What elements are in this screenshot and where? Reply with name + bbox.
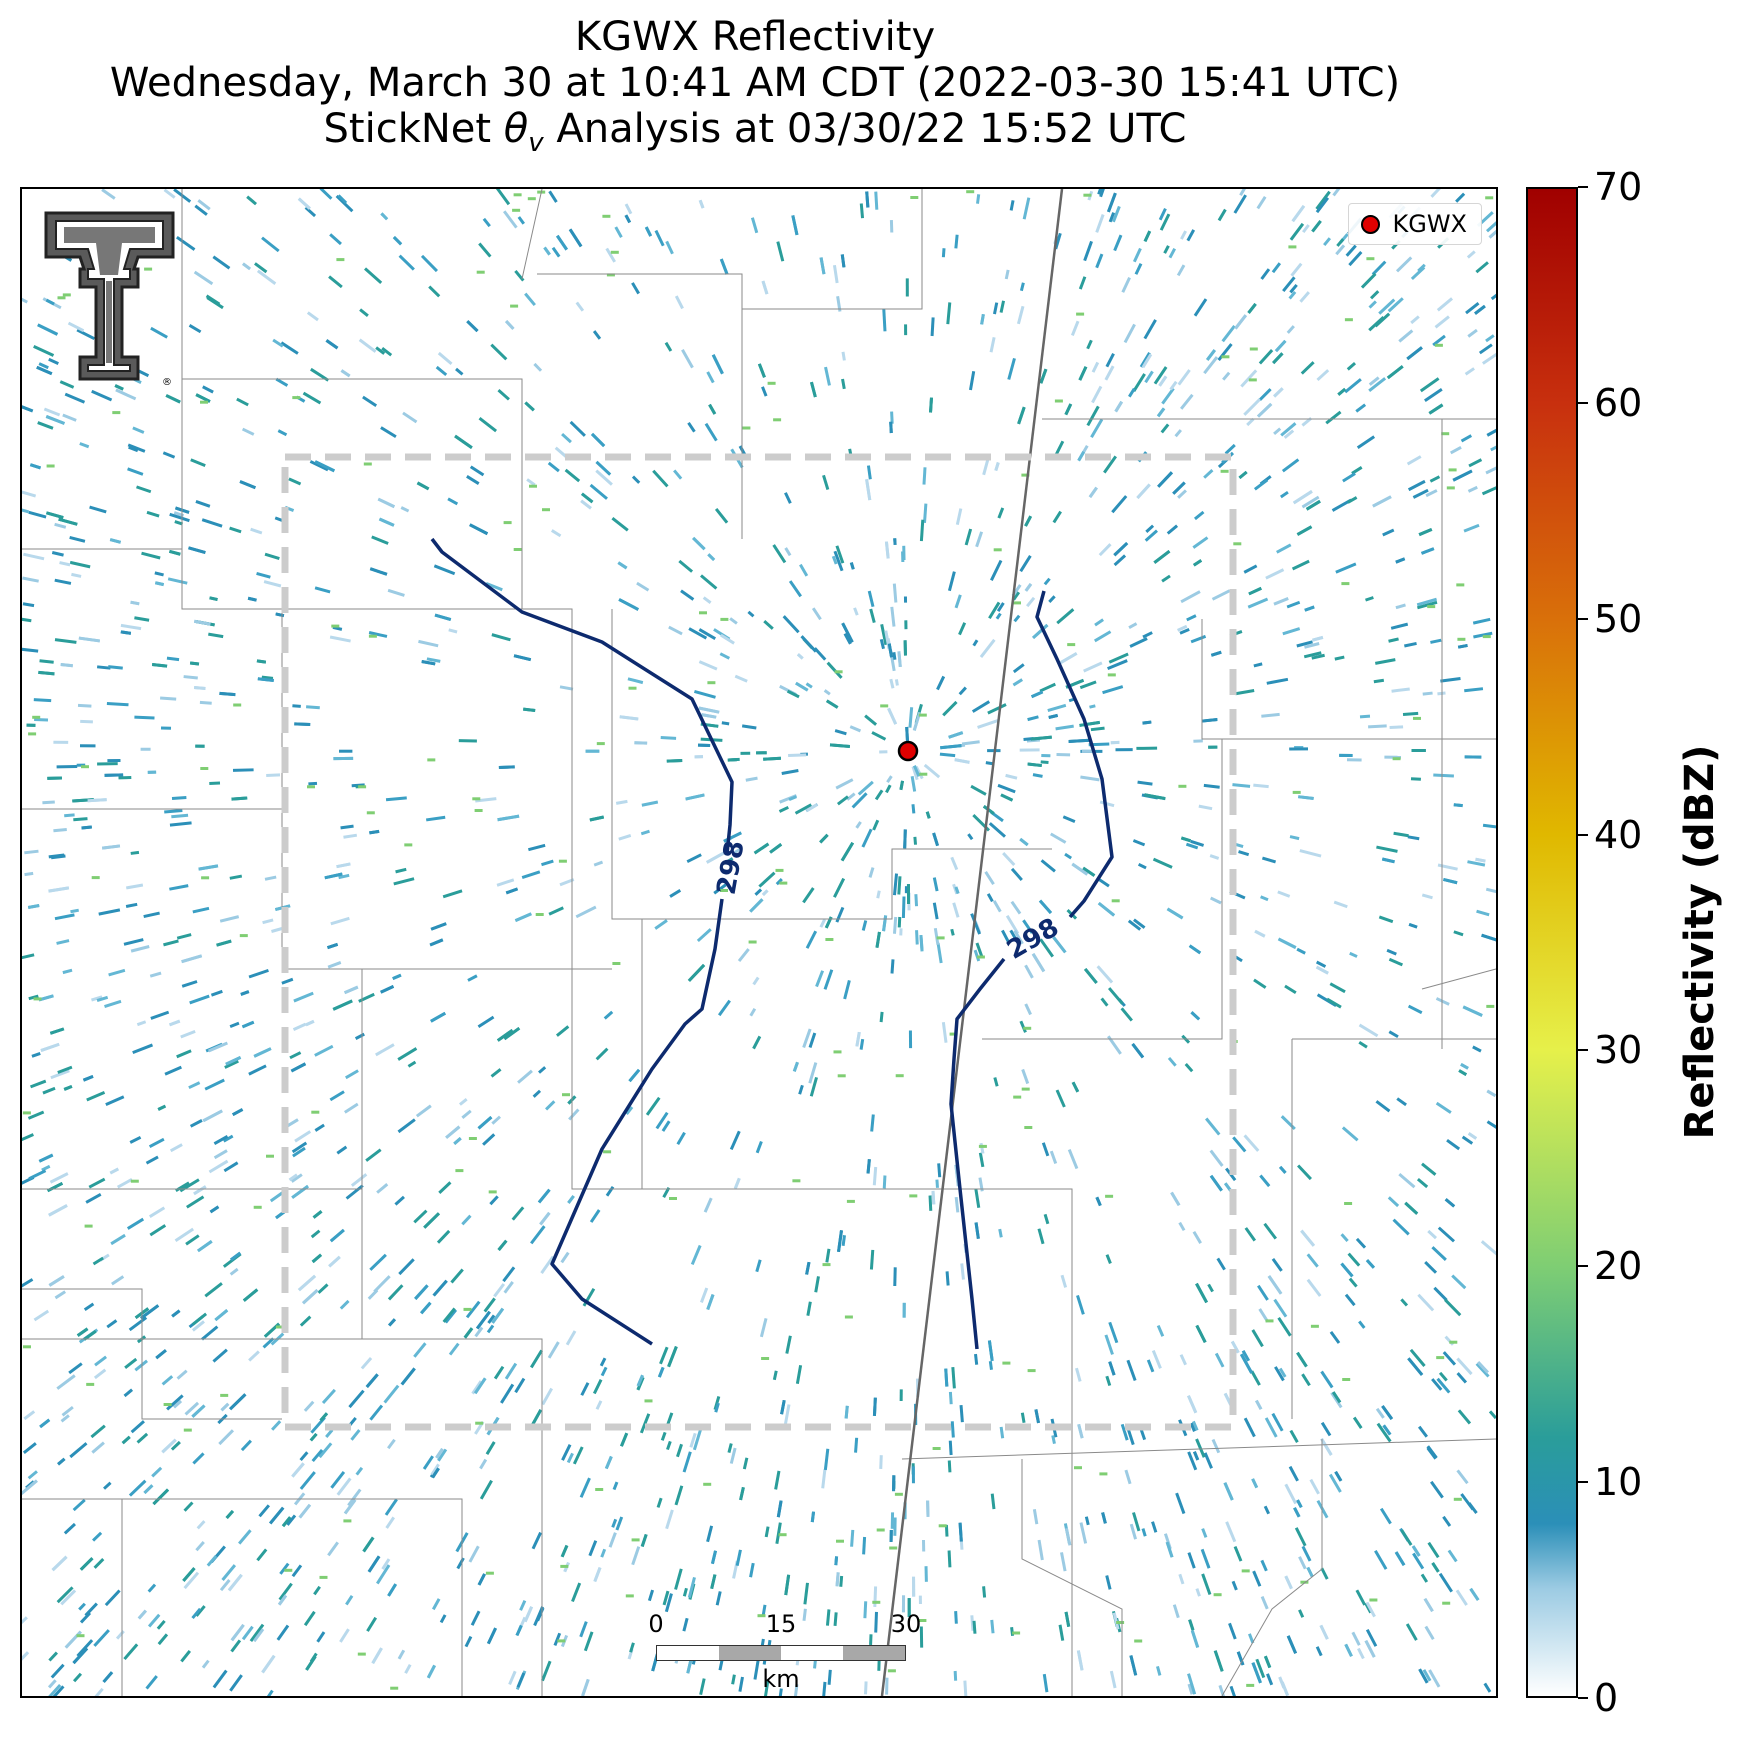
scale-segment bbox=[719, 1646, 781, 1660]
map-panel[interactable]: 298 298 ® KGWX 0 15 30 km bbox=[20, 187, 1498, 1698]
title-line-3-prefix: StickNet bbox=[323, 106, 504, 152]
texas-tech-logo: ® bbox=[42, 209, 177, 389]
colorbar-tick-label: 40 bbox=[1594, 812, 1643, 857]
county-line bbox=[537, 189, 923, 310]
contour-298-left-upper bbox=[430, 537, 734, 855]
scale-tick-15: 15 bbox=[765, 1610, 797, 1638]
theta-symbol: θ bbox=[503, 106, 529, 152]
county-boundaries bbox=[22, 189, 1496, 1696]
county-line bbox=[22, 809, 363, 1190]
colorbar-tick-mark bbox=[1578, 1697, 1588, 1699]
double-t-logo-icon bbox=[44, 211, 175, 381]
county-line bbox=[521, 189, 543, 280]
legend-marker-icon bbox=[1361, 214, 1381, 234]
scale-segment bbox=[657, 1646, 719, 1660]
state-line bbox=[880, 189, 1064, 1696]
county-line bbox=[901, 1438, 1496, 1460]
colorbar-title: Reflectivity (dBZ) bbox=[1677, 744, 1723, 1140]
county-line bbox=[361, 1189, 543, 1696]
colorbar-tick-mark bbox=[1578, 1265, 1588, 1268]
county-line bbox=[181, 189, 1073, 1696]
county-line bbox=[22, 1498, 463, 1696]
colorbar-tick-label: 50 bbox=[1594, 596, 1643, 641]
title-line-1: KGWX Reflectivity bbox=[574, 14, 936, 60]
colorbar-tick-label: 30 bbox=[1594, 1028, 1643, 1073]
colorbar-tick-mark bbox=[1578, 617, 1588, 620]
title-block: KGWX Reflectivity Wednesday, March 30 at… bbox=[0, 14, 1510, 166]
analysis-domain-box bbox=[281, 453, 1237, 1431]
county-line bbox=[982, 739, 1223, 1040]
reflectivity-colorbar bbox=[1526, 187, 1578, 1698]
theta-v-contours bbox=[430, 537, 1114, 1350]
contour-298-right-upper bbox=[1035, 590, 1114, 919]
map-canvas: 298 298 bbox=[22, 189, 1496, 1696]
scale-segment bbox=[781, 1646, 843, 1660]
colorbar-tick-label: 0 bbox=[1594, 1676, 1619, 1720]
colorbar-tick-mark bbox=[1578, 186, 1588, 188]
registered-mark: ® bbox=[162, 377, 172, 388]
county-line bbox=[1221, 1439, 1323, 1696]
colorbar-tick-mark bbox=[1578, 401, 1588, 404]
scale-bar: 0 15 30 km bbox=[636, 1610, 921, 1693]
county-line bbox=[611, 609, 1052, 920]
legend-label: KGWX bbox=[1392, 210, 1467, 238]
county-line bbox=[1201, 619, 1496, 740]
contour-298-left-lower bbox=[550, 898, 724, 1346]
title-line-3-suffix: Analysis at 03/30/22 15:52 UTC bbox=[543, 106, 1187, 152]
county-line bbox=[182, 378, 523, 609]
colorbar-tick-mark bbox=[1578, 1049, 1588, 1052]
colorbar-tick-label: 10 bbox=[1594, 1460, 1643, 1505]
county-line bbox=[22, 1288, 282, 1420]
colorbar-tick-mark bbox=[1578, 833, 1588, 836]
colorbar-tick-mark bbox=[1578, 1481, 1588, 1484]
colorbar-tick-label: 60 bbox=[1594, 380, 1643, 425]
scale-tick-0: 0 bbox=[648, 1610, 664, 1638]
county-line bbox=[1421, 968, 1496, 990]
title-line-2: Wednesday, March 30 at 10:41 AM CDT (202… bbox=[109, 60, 1401, 106]
reflectivity-echoes bbox=[22, 189, 1496, 1696]
kgwx-radar-marker[interactable] bbox=[897, 740, 919, 762]
scale-tick-30: 30 bbox=[890, 1610, 922, 1638]
contour-298-right-lower bbox=[949, 957, 1006, 1350]
scale-segment bbox=[843, 1646, 905, 1660]
contour-label-left: 298 bbox=[712, 838, 751, 897]
scale-unit: km bbox=[762, 1665, 800, 1693]
map-legend: KGWX bbox=[1348, 203, 1482, 245]
colorbar-tick-label: 70 bbox=[1594, 165, 1643, 209]
title-line-3: StickNet θv Analysis at 03/30/22 15:52 U… bbox=[0, 106, 1510, 166]
county-line bbox=[1021, 1459, 1123, 1696]
colorbar-tick-label: 20 bbox=[1594, 1244, 1643, 1289]
theta-subscript: v bbox=[528, 128, 544, 158]
scale-bar-segments bbox=[656, 1645, 906, 1661]
